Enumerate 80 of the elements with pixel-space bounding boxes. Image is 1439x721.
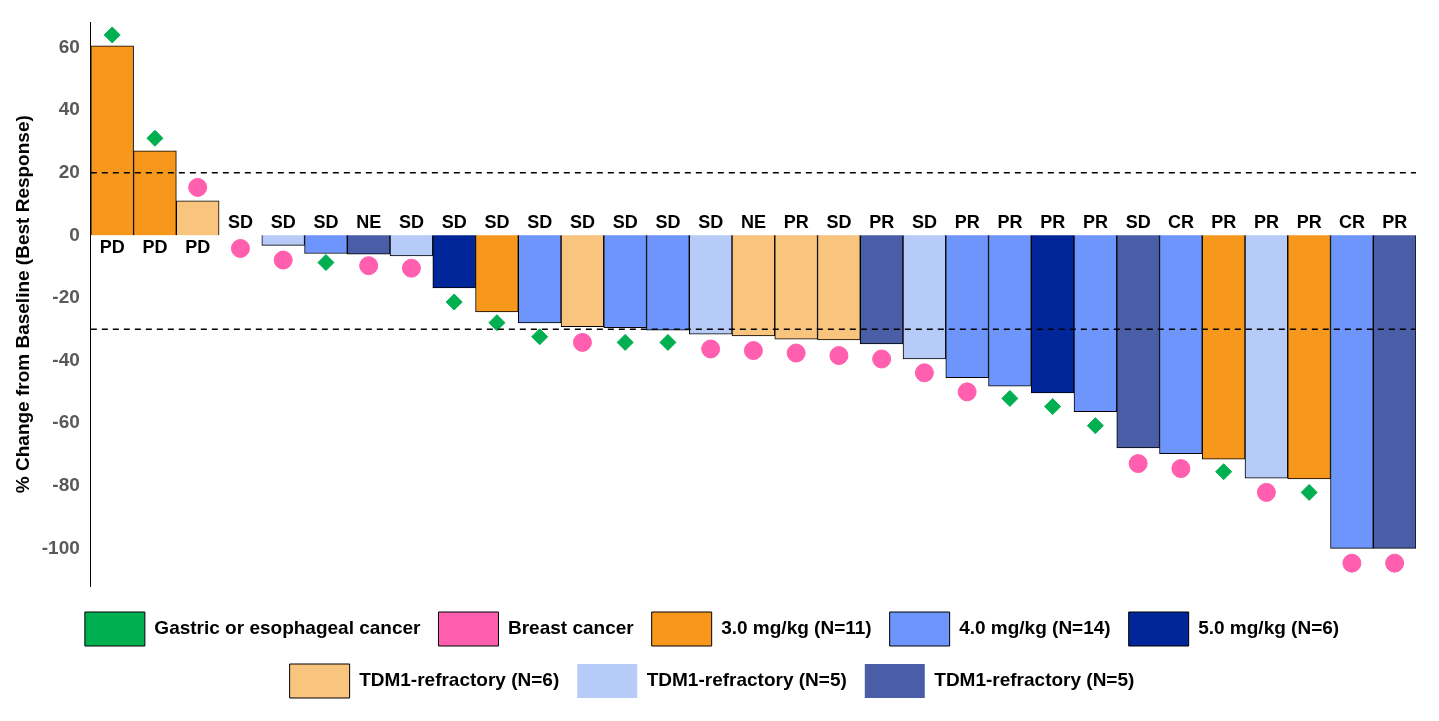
point [1171,459,1191,479]
y-tick-label: 0 [69,223,80,245]
x-tick-label: SD [398,212,424,233]
x-tick-label: CR [1338,212,1365,233]
x-tick-label: PR [1211,212,1237,233]
point [701,339,721,359]
y-tick-label: 40 [58,98,80,120]
point [273,250,293,270]
legend-label: Breast cancer [507,617,635,639]
point [488,314,506,332]
x-tick-label: PR [954,212,980,233]
x-tick-label: PR [869,212,895,233]
point [957,382,977,402]
point [829,346,849,366]
x-tick-label: SD [1125,212,1151,233]
y-tick-label: -100 [41,536,80,558]
point [872,349,892,369]
point [1300,483,1318,501]
legend-label: 4.0 mg/kg (N=14) [959,617,1111,639]
x-tick-label: PD [142,237,168,258]
point [1215,463,1233,481]
x-tick-label: PR [1082,212,1108,233]
point [531,328,549,346]
x-tick-label: CR [1167,212,1194,233]
point [401,258,421,278]
x-tick-label: NE [740,212,766,233]
point [786,343,806,363]
legend-label: 3.0 mg/kg (N=11) [721,617,872,639]
x-tick-label: SD [826,212,852,233]
point [616,333,634,351]
point [1256,482,1276,502]
x-tick-label: NE [356,212,382,233]
point [317,254,335,272]
x-tick-label: PR [1253,212,1279,233]
x-tick-label: SD [527,212,553,233]
point [188,177,208,197]
point [230,238,250,258]
x-tick-label: SD [569,212,595,233]
legend-label: TDM1-refractory (N=6) [359,669,560,691]
x-tick-label: SD [270,212,296,233]
y-tick-label: -20 [52,286,80,308]
y-tick-label: -40 [52,348,80,370]
x-tick-label: PR [1296,212,1322,233]
x-tick-label: SD [655,212,681,233]
point [103,26,121,44]
legend-label: Gastric or esophageal cancer [154,617,422,639]
legend-label: TDM1-refractory (N=5) [646,669,847,691]
x-tick-label: SD [612,212,638,233]
point [146,129,164,147]
point [659,333,677,351]
point [1001,389,1019,407]
point [1044,398,1062,416]
point [572,332,592,352]
x-tick-label: SD [441,212,467,233]
y-tick-label: 60 [58,35,80,57]
x-tick-label: PR [1040,212,1066,233]
legend-label: 5.0 mg/kg (N=6) [1198,617,1340,639]
x-tick-label: PR [1382,212,1408,233]
x-tick-label: SD [911,212,937,233]
x-tick-label: SD [313,212,339,233]
point [1128,454,1148,474]
x-tick-label: SD [698,212,724,233]
point [445,293,463,311]
x-tick-label: SD [227,212,253,233]
y-tick-label: -60 [52,411,80,433]
point [1342,553,1362,573]
point [359,256,379,276]
point [743,341,763,361]
x-tick-label: PD [185,237,211,258]
y-tick-label: -80 [52,474,80,496]
x-tick-label: PR [997,212,1023,233]
y-axis-title: % Change from Baseline (Best Response) [11,115,33,494]
x-tick-label: PR [783,212,809,233]
point [914,363,934,383]
legend-label: TDM1-refractory (N=5) [934,669,1135,691]
point [1086,417,1104,435]
x-tick-label: PD [99,237,125,258]
point [1385,553,1405,573]
x-tick-label: SD [484,212,510,233]
y-tick-label: 20 [58,160,80,182]
